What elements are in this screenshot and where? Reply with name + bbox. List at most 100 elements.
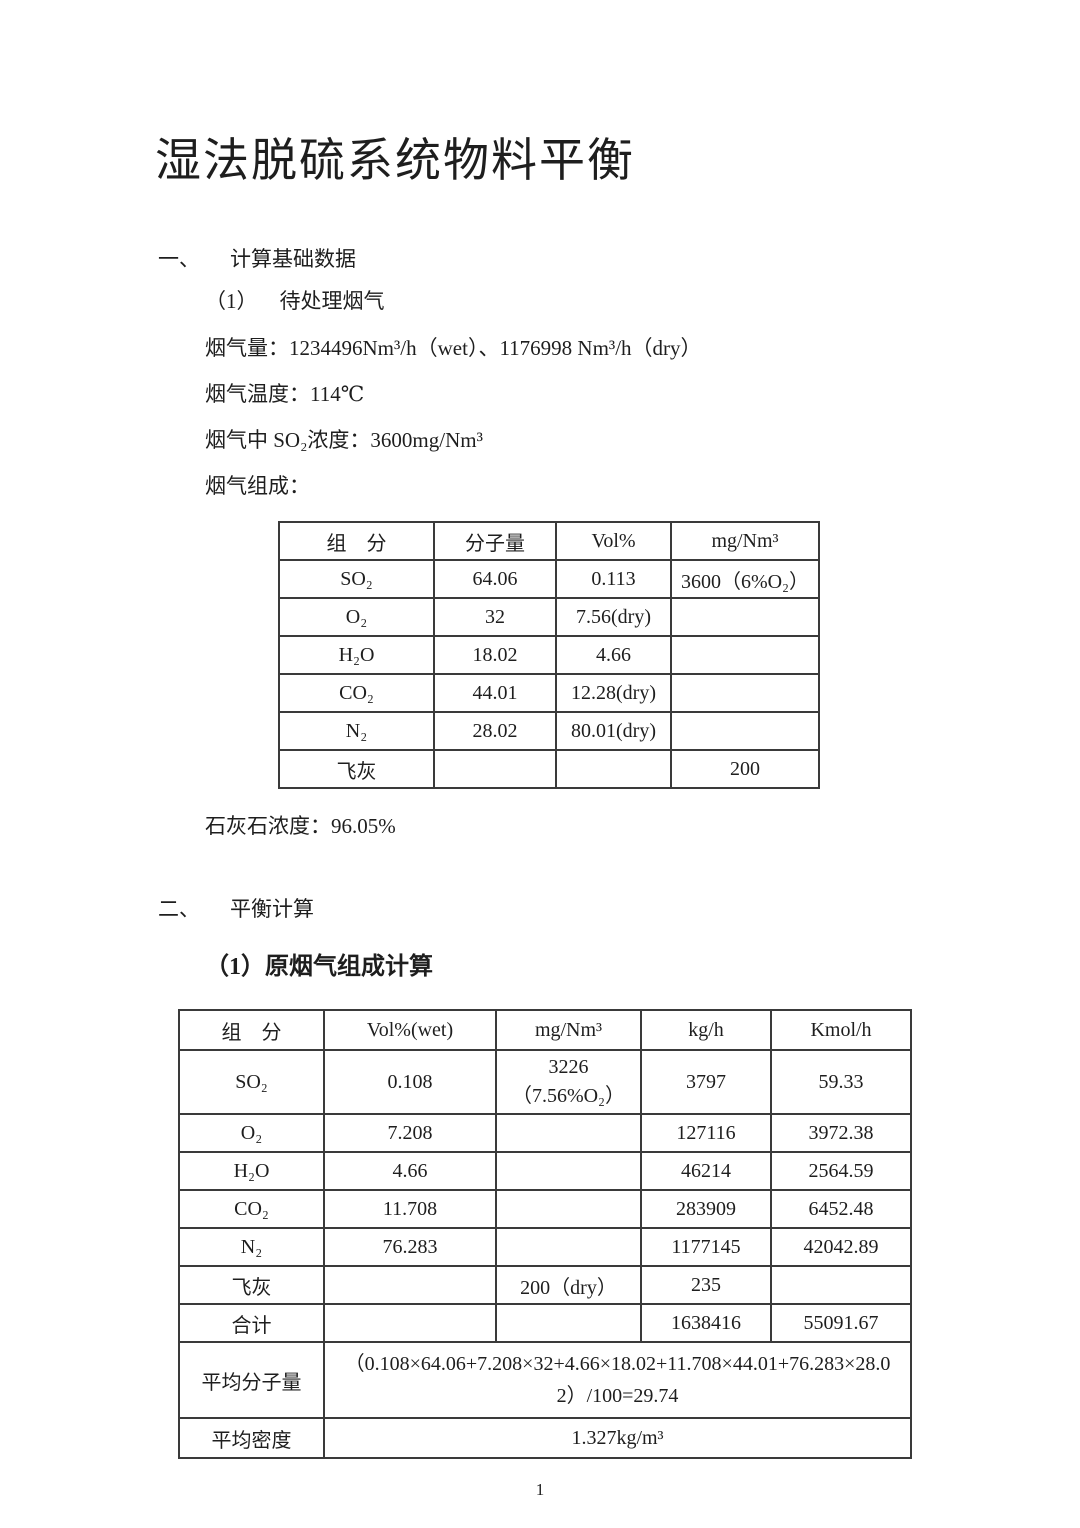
table-cell: O₂ (278, 597, 435, 637)
table-header-row: 组 分 分子量 Vol% mg/Nm³ (278, 521, 820, 561)
table-cell: 127116 (640, 1113, 772, 1153)
table-row: N₂ 28.02 80.01(dry) (278, 711, 820, 751)
avg-density-label: 平均密度 (178, 1417, 325, 1459)
page-title: 湿法脱硫系统物料平衡 (155, 135, 635, 186)
subsection-1-1-number: （1） (205, 289, 258, 313)
table-row-total: 合计 1638416 55091.67 (178, 1303, 912, 1343)
table-cell (555, 749, 672, 789)
table-row: SO₂ 0.108 3226 （7.56%O₂） 3797 59.33 (178, 1049, 912, 1115)
table-cell: 1638416 (640, 1303, 772, 1343)
table-cell: O₂ (178, 1113, 325, 1153)
table-cell: N₂ (178, 1227, 325, 1267)
table-cell: 28.02 (433, 711, 557, 751)
table-cell: CO₂ (278, 673, 435, 713)
section-2-number: 二、 (158, 897, 200, 921)
table-cell (323, 1303, 497, 1343)
table-cell (495, 1303, 642, 1343)
avg-molecular-weight-label: 平均分子量 (178, 1341, 325, 1419)
table-row: CO₂ 11.708 283909 6452.48 (178, 1189, 912, 1229)
table-cell: 3600（6%O₂） (670, 559, 820, 599)
table-header-row: 组 分 Vol%(wet) mg/Nm³ kg/h Kmol/h (178, 1009, 912, 1051)
table-row: H₂O 4.66 46214 2564.59 (178, 1151, 912, 1191)
column-header: mg/Nm³ (670, 521, 820, 561)
table-cell (495, 1189, 642, 1229)
table-cell (670, 635, 820, 675)
table-row: O₂ 7.208 127116 3972.38 (178, 1113, 912, 1153)
table-row-avg-molecular-weight: 平均分子量 （0.108×64.06+7.208×32+4.66×18.02+1… (178, 1341, 912, 1419)
table-cell: SO₂ (178, 1049, 325, 1115)
table-cell (670, 673, 820, 713)
table-cell (670, 711, 820, 751)
table-cell: 46214 (640, 1151, 772, 1191)
page-number: 1 (535, 1480, 545, 1499)
table-cell (670, 597, 820, 637)
table-cell: 7.208 (323, 1113, 497, 1153)
table-cell: 11.708 (323, 1189, 497, 1229)
section-2-title: 平衡计算 (230, 897, 314, 921)
table-cell: 18.02 (433, 635, 557, 675)
table-cell (495, 1227, 642, 1267)
table-cell (433, 749, 557, 789)
table-cell: 59.33 (770, 1049, 912, 1115)
table-cell: 0.113 (555, 559, 672, 599)
flue-gas-temperature-line: 烟气温度：114℃ (205, 382, 365, 406)
table-cell: 4.66 (323, 1151, 497, 1191)
subsection-1-1-heading: （1） 待处理烟气 (205, 287, 1080, 315)
table-row: 飞灰 200（dry） 235 (178, 1265, 912, 1305)
column-header: Vol% (555, 521, 672, 561)
table-cell: 合计 (178, 1303, 325, 1343)
table-row-avg-density: 平均密度 1.327kg/m³ (178, 1417, 912, 1459)
table-cell: 0.108 (323, 1049, 497, 1115)
table-row: O₂ 32 7.56(dry) (278, 597, 820, 637)
table-cell: CO₂ (178, 1189, 325, 1229)
table-cell: 飞灰 (178, 1265, 325, 1305)
flue-gas-composition-table: 组 分 分子量 Vol% mg/Nm³ SO₂ 64.06 0.113 3600… (278, 521, 820, 789)
column-header: kg/h (640, 1009, 772, 1051)
basic-data-lines: 烟气量：1234496Nm³/h（wet）、1176998 Nm³/h（dry）… (205, 325, 1080, 509)
table-cell: 42042.89 (770, 1227, 912, 1267)
table-row: SO₂ 64.06 0.113 3600（6%O₂） (278, 559, 820, 599)
table-cell: N₂ (278, 711, 435, 751)
table-cell: H₂O (178, 1151, 325, 1191)
table-cell: 200（dry） (495, 1265, 642, 1305)
table-cell: 3797 (640, 1049, 772, 1115)
table-row: H₂O 18.02 4.66 (278, 635, 820, 675)
table-cell: 3226 （7.56%O₂） (495, 1049, 642, 1115)
table-cell: 80.01(dry) (555, 711, 672, 751)
table-cell: 4.66 (555, 635, 672, 675)
column-header: 组 分 (278, 521, 435, 561)
table-cell: 12.28(dry) (555, 673, 672, 713)
subsection-1-1-title: 待处理烟气 (279, 289, 385, 313)
table-cell: 6452.48 (770, 1189, 912, 1229)
column-header: 分子量 (433, 521, 557, 561)
table-cell: 44.01 (433, 673, 557, 713)
table-cell: 2564.59 (770, 1151, 912, 1191)
table-cell (495, 1113, 642, 1153)
column-header: Vol%(wet) (323, 1009, 497, 1051)
table-cell: 飞灰 (278, 749, 435, 789)
table-cell: 235 (640, 1265, 772, 1305)
table-cell: 3972.38 (770, 1113, 912, 1153)
table-cell: 55091.67 (770, 1303, 912, 1343)
table-cell: 7.56(dry) (555, 597, 672, 637)
table-cell: H₂O (278, 635, 435, 675)
limestone-concentration-line: 石灰石浓度：96.05% (205, 814, 396, 838)
column-header: 组 分 (178, 1009, 325, 1051)
avg-molecular-weight-formula: （0.108×64.06+7.208×32+4.66×18.02+11.708×… (323, 1341, 912, 1419)
table-cell: 76.283 (323, 1227, 497, 1267)
table-cell (495, 1151, 642, 1191)
column-header: Kmol/h (770, 1009, 912, 1051)
table-row: CO₂ 44.01 12.28(dry) (278, 673, 820, 713)
flue-gas-volume-line: 烟气量：1234496Nm³/h（wet）、1176998 Nm³/h（dry） (205, 336, 702, 360)
column-header: mg/Nm³ (495, 1009, 642, 1051)
table-row: N₂ 76.283 1177145 42042.89 (178, 1227, 912, 1267)
table-row: 飞灰 200 (278, 749, 820, 789)
avg-density-value: 1.327kg/m³ (323, 1417, 912, 1459)
section-1-title: 计算基础数据 (230, 247, 356, 271)
so2-concentration-line: 烟气中 SO₂浓度：3600mg/Nm³ (205, 428, 483, 452)
table-cell (323, 1265, 497, 1305)
table-cell: 1177145 (640, 1227, 772, 1267)
table-cell: 32 (433, 597, 557, 637)
table-cell: 200 (670, 749, 820, 789)
